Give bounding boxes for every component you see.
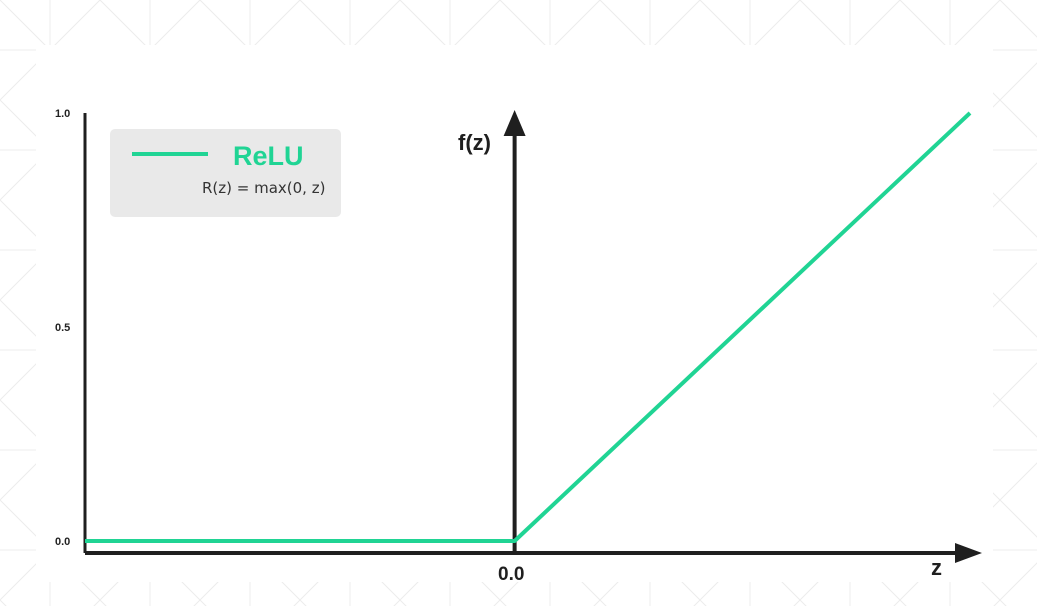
y-tick-label-2: 1.0 [55,108,70,120]
y-tick-label-1: 0.5 [55,322,70,334]
legend-box [110,129,341,217]
legend-title: ReLU [233,141,304,171]
series-layer [85,111,972,543]
y-axis-arrowhead [503,110,526,136]
y-tick-label-0: 0.0 [55,536,70,548]
legend: ReLU R(z) = max(0, z) [110,129,341,217]
series-line-relu [85,111,972,543]
axes: f(z) z 0.0 0.0 0.5 1.0 [55,108,982,585]
x-tick-label-0: 0.0 [498,564,524,585]
legend-formula: R(z) = max(0, z) [202,179,325,197]
y-axis-label: f(z) [458,130,491,155]
x-axis-arrowhead [955,543,982,563]
x-axis-label: z [931,555,942,580]
